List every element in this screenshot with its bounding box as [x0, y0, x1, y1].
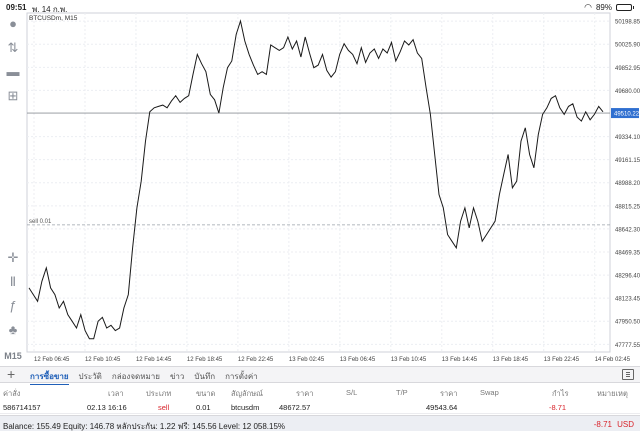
add-indicator-icon[interactable]: ⊞: [7, 88, 19, 103]
total-profit: -8.71: [593, 420, 612, 429]
column-header-9: Swap: [480, 388, 499, 397]
panel-toggle-icon[interactable]: [622, 369, 634, 380]
timeframe-button[interactable]: M15: [4, 351, 22, 361]
price-tick-label: 48123.45: [615, 297, 640, 303]
balance-bar: Balance: 155.49 Equity: 146.78 หลักประกั…: [0, 415, 640, 431]
time-axis: 12 Feb 06:45 12 Feb 10:45 12 Feb 14:45 12 F…: [34, 357, 631, 363]
account-icon[interactable]: ●: [9, 16, 17, 31]
order-open-price: 48672.57: [279, 403, 311, 412]
new-order-icon[interactable]: +: [7, 366, 16, 382]
price-tick-label: 49334.10: [615, 135, 640, 141]
left-toolbar: ● ⇅ ▬ ⊞ ✛ Ⅱ ƒ ♣ M15: [0, 14, 26, 366]
tab-5[interactable]: การตั้งค่า: [225, 372, 258, 381]
column-header-11: หมายเหตุ: [597, 389, 628, 398]
currency-label: USD: [617, 420, 634, 429]
status-time: 09:51: [6, 3, 27, 12]
time-tick-label: 13 Feb 06:45: [340, 357, 376, 363]
time-tick-label: 12 Feb 22:45: [238, 357, 274, 363]
price-tick-label: 48469.35: [615, 250, 640, 256]
tab-0[interactable]: การซื้อขาย: [30, 370, 69, 385]
status-date: พ. 14 ก.พ.: [32, 5, 68, 14]
order-symbol: btcusdm: [231, 403, 260, 412]
time-tick-label: 14 Feb 02:45: [595, 357, 631, 363]
column-header-1: เวลา: [108, 389, 124, 398]
time-tick-label: 12 Feb 10:45: [85, 357, 121, 363]
price-tick-label: 47950.50: [615, 320, 640, 326]
order-profit: -8.71: [549, 403, 567, 412]
current-price-label: 49510.22: [614, 111, 640, 117]
price-tick-label: 47777.55: [615, 343, 640, 349]
column-header-0: ค่าสั่ง: [3, 389, 21, 398]
table-row[interactable]: 586714157 02.13 16:16 sell 0.01 btcusdm …: [0, 399, 640, 414]
balance-text: Balance: 155.49 Equity: 146.78 หลักประกั…: [3, 422, 286, 431]
order-time: 02.13 16:16: [87, 403, 127, 412]
trade-icon[interactable]: ⇅: [7, 40, 19, 55]
column-header-4: สัญลักษณ์: [231, 389, 264, 398]
price-tick-label: 50025.90: [615, 43, 640, 49]
column-header-2: ประเภท: [146, 389, 172, 398]
column-header-10: กำไร: [552, 389, 569, 398]
tab-2[interactable]: กล่องจดหมาย: [111, 372, 160, 381]
order-type: sell: [158, 403, 170, 412]
column-header-5: ราคา: [296, 389, 314, 398]
chat-icon[interactable]: ▬: [6, 64, 20, 79]
battery-percent: 89%: [595, 3, 612, 12]
price-axis: 50198.85 50025.90 49852.95 49680.00 49334.10…: [611, 20, 640, 349]
chart-grid: [26, 12, 611, 353]
price-tick-label: 48815.25: [615, 204, 640, 210]
status-right: ◠ 89%: [584, 2, 634, 13]
objects-icon[interactable]: ♣: [8, 322, 18, 337]
column-header-8: ราคา: [440, 389, 458, 398]
order-id: 586714157: [3, 403, 41, 412]
column-header-6: S/L: [346, 388, 358, 397]
price-tick-label: 48642.30: [615, 227, 640, 233]
price-tick-label: 49161.15: [615, 158, 640, 164]
order-size: 0.01: [196, 403, 211, 412]
chart-lines: [27, 19, 610, 340]
time-tick-label: 13 Feb 10:45: [391, 357, 427, 363]
order-current-price: 49543.64: [426, 403, 458, 412]
price-tick-label: 49852.95: [615, 66, 640, 72]
column-header-7: T/P: [396, 388, 408, 397]
candles-icon[interactable]: Ⅱ: [9, 274, 17, 289]
trade-table-header: ค่าสั่ง เวลา ประเภท ขนาด สัญลักษณ์ ราคา S/L T/P…: [0, 384, 640, 399]
price-tick-label: 49680.00: [615, 89, 640, 95]
time-tick-label: 12 Feb 14:45: [136, 357, 172, 363]
tab-list: การซื้อขาย ประวัติ กล่องจดหมาย ข่าว บันทึก กา…: [30, 370, 258, 385]
price-tick-label: 48296.40: [615, 274, 640, 280]
tab-1[interactable]: ประวัติ: [78, 372, 102, 381]
time-tick-label: 12 Feb 18:45: [187, 357, 223, 363]
sell-line-label: sell 0.01: [29, 219, 52, 225]
price-tick-label: 50198.85: [615, 20, 640, 26]
time-tick-label: 13 Feb 22:45: [544, 357, 580, 363]
price-line-series: [28, 19, 604, 340]
battery-icon: [616, 4, 634, 11]
time-tick-label: 12 Feb 06:45: [34, 357, 70, 363]
wifi-icon: ◠: [584, 2, 592, 12]
status-bar: 09:51 พ. 14 ก.พ. ◠ 89%: [0, 0, 640, 14]
chart-symbol-label: BTCUSDm, M15: [29, 15, 78, 22]
time-tick-label: 13 Feb 18:45: [493, 357, 529, 363]
time-tick-label: 13 Feb 02:45: [289, 357, 325, 363]
crosshair-icon[interactable]: ✛: [7, 250, 19, 265]
function-icon[interactable]: ƒ: [9, 298, 17, 313]
price-tick-label: 48988.20: [615, 181, 640, 187]
column-header-3: ขนาด: [196, 389, 216, 398]
price-chart[interactable]: 50198.85 50025.90 49852.95 49680.00 49334.10…: [0, 0, 640, 366]
current-price-tag: [611, 108, 639, 119]
bottom-tab-bar: + การซื้อขาย ประวัติ กล่องจดหมาย ข่าว บันทึก…: [0, 366, 640, 385]
tab-3[interactable]: ข่าว: [169, 372, 185, 381]
tab-4[interactable]: บันทึก: [194, 372, 216, 381]
time-tick-label: 13 Feb 14:45: [442, 357, 478, 363]
